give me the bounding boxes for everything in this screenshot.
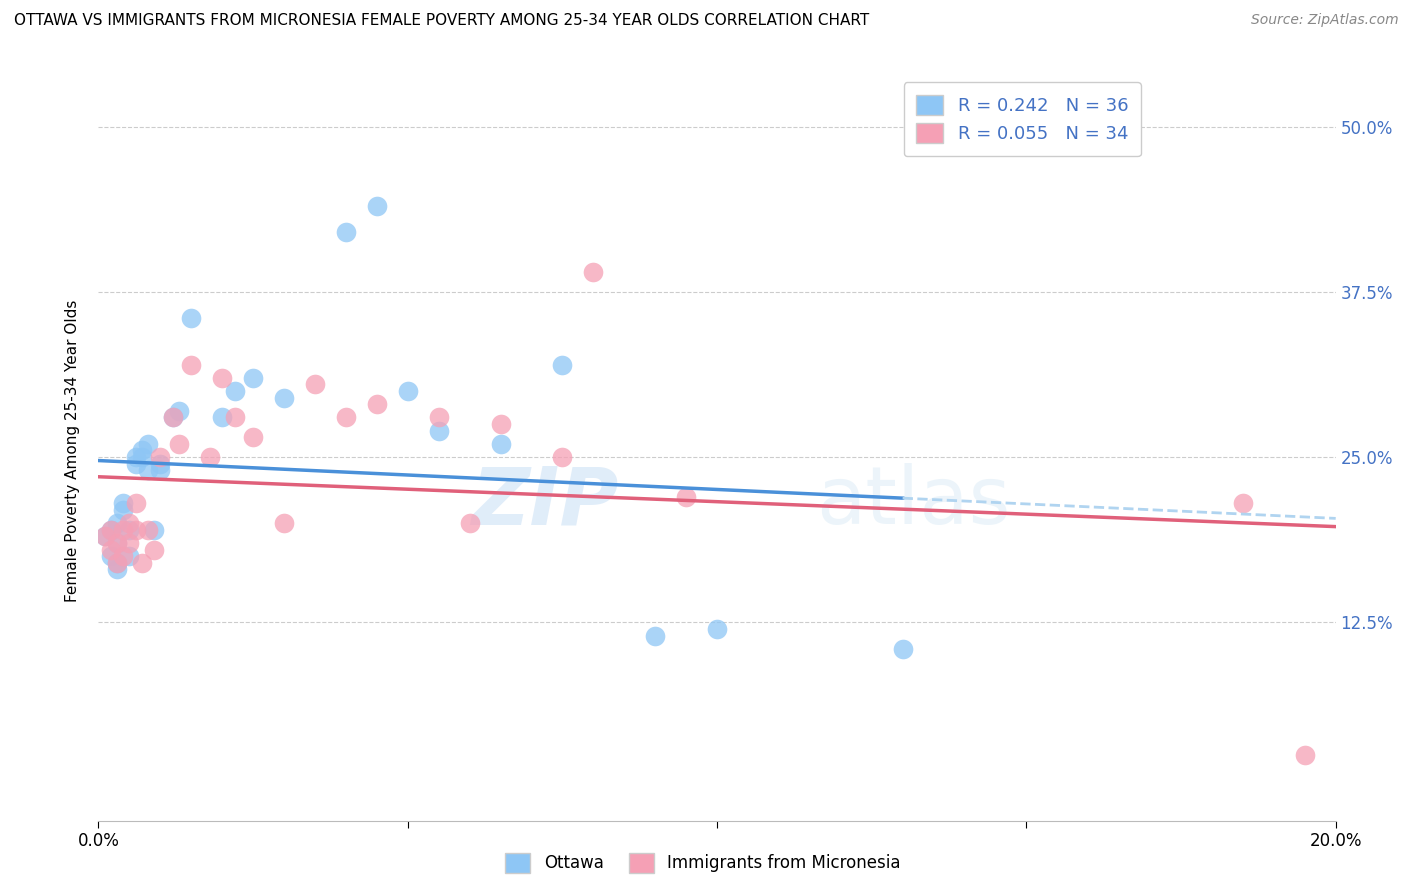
Text: ZIP: ZIP — [471, 463, 619, 541]
Point — [112, 496, 135, 510]
Point — [105, 556, 128, 570]
Point — [105, 556, 128, 570]
Point — [100, 523, 122, 537]
Point — [273, 391, 295, 405]
Point — [427, 410, 450, 425]
Point — [124, 523, 146, 537]
Point — [112, 503, 135, 517]
Point — [162, 410, 184, 425]
Point — [551, 450, 574, 464]
Point — [93, 529, 115, 543]
Point — [489, 437, 512, 451]
Point — [582, 265, 605, 279]
Point — [136, 437, 159, 451]
Point — [105, 562, 128, 576]
Point — [335, 225, 357, 239]
Point — [100, 549, 122, 564]
Point — [131, 556, 153, 570]
Point — [100, 542, 122, 557]
Point — [118, 536, 141, 550]
Point — [118, 516, 141, 531]
Point — [224, 410, 246, 425]
Point — [112, 523, 135, 537]
Point — [273, 516, 295, 531]
Point — [167, 437, 190, 451]
Point — [675, 490, 697, 504]
Point — [124, 457, 146, 471]
Point — [242, 430, 264, 444]
Text: Source: ZipAtlas.com: Source: ZipAtlas.com — [1251, 13, 1399, 28]
Point — [143, 542, 166, 557]
Point — [1232, 496, 1254, 510]
Point — [143, 523, 166, 537]
Point — [644, 629, 666, 643]
Point — [180, 311, 202, 326]
Point — [105, 536, 128, 550]
Point — [366, 199, 388, 213]
Text: OTTAWA VS IMMIGRANTS FROM MICRONESIA FEMALE POVERTY AMONG 25-34 YEAR OLDS CORREL: OTTAWA VS IMMIGRANTS FROM MICRONESIA FEM… — [14, 13, 869, 29]
Point — [198, 450, 221, 464]
Point — [149, 450, 172, 464]
Point — [224, 384, 246, 398]
Point — [167, 404, 190, 418]
Y-axis label: Female Poverty Among 25-34 Year Olds: Female Poverty Among 25-34 Year Olds — [65, 300, 80, 601]
Point — [551, 358, 574, 372]
Legend: Ottawa, Immigrants from Micronesia: Ottawa, Immigrants from Micronesia — [499, 847, 907, 880]
Point — [149, 457, 172, 471]
Point — [136, 463, 159, 477]
Point — [211, 370, 233, 384]
Point — [136, 523, 159, 537]
Point — [100, 523, 122, 537]
Point — [427, 424, 450, 438]
Point — [1294, 747, 1316, 762]
Point — [180, 358, 202, 372]
Point — [105, 536, 128, 550]
Text: atlas: atlas — [815, 463, 1011, 541]
Point — [891, 641, 914, 656]
Point — [706, 622, 728, 636]
Point — [366, 397, 388, 411]
Point — [112, 549, 135, 564]
Point — [335, 410, 357, 425]
Point — [304, 377, 326, 392]
Point — [124, 496, 146, 510]
Point — [489, 417, 512, 431]
Point — [458, 516, 481, 531]
Point — [162, 410, 184, 425]
Legend: R = 0.242   N = 36, R = 0.055   N = 34: R = 0.242 N = 36, R = 0.055 N = 34 — [904, 82, 1142, 156]
Point — [118, 523, 141, 537]
Point — [131, 443, 153, 458]
Point — [93, 529, 115, 543]
Point — [242, 370, 264, 384]
Point — [211, 410, 233, 425]
Point — [396, 384, 419, 398]
Point — [105, 516, 128, 531]
Point — [149, 463, 172, 477]
Point — [131, 450, 153, 464]
Point — [124, 450, 146, 464]
Point — [118, 549, 141, 564]
